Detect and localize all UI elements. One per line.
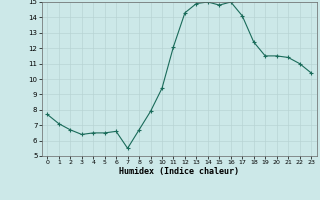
X-axis label: Humidex (Indice chaleur): Humidex (Indice chaleur) xyxy=(119,167,239,176)
